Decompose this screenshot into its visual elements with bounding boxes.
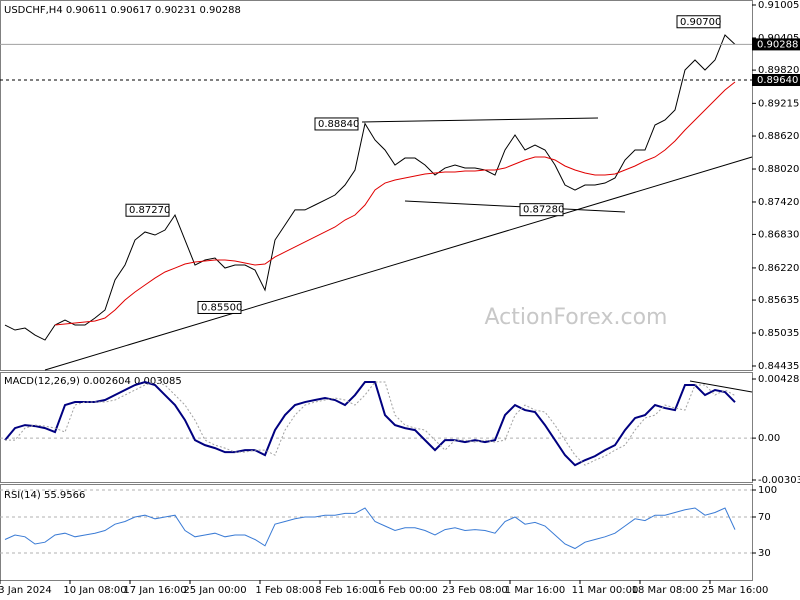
macd-title: MACD(12,26,9) 0.002604 0.003085 [4,376,182,387]
y-tick-label: 0.00428 [758,374,799,385]
y-tick-label: -0.003033 [758,475,800,486]
x-tick-label: 3 Jan 2024 [0,585,52,596]
y-tick-label: 70 [758,512,771,523]
trend-line [44,156,753,371]
y-tick-label: 0.85035 [758,328,799,339]
annotation-label: 0.90700 [680,17,721,28]
x-tick-label: 1 Mar 16:00 [505,585,565,596]
annotation-box [125,203,170,217]
trend-line [361,117,599,123]
annotation-label: 0.87270 [129,205,170,216]
annotation-box [197,300,242,314]
y-tick-label: 0.86830 [758,229,799,240]
x-tick-label: 17 Jan 16:00 [123,585,186,596]
y-tick-label: 0.00 [758,433,780,444]
y-tick-label: 100 [758,485,777,496]
price-title: USDCHF,H4 0.90611 0.90617 0.90231 0.9028… [4,5,241,16]
price-panel [0,0,753,371]
annotation-box [519,203,564,217]
y-tick-label: 0.86220 [758,263,799,274]
series-line [5,381,736,466]
annotation-box [676,15,721,29]
trend-line [404,200,626,213]
x-tick-label: 8 Feb 16:00 [315,585,374,596]
x-tick-label: 10 Jan 08:00 [63,585,126,596]
y-tick-label: 0.88620 [758,131,799,142]
series-line [4,34,736,341]
series-line [54,81,736,326]
x-tick-label: 23 Feb 08:00 [442,585,508,596]
price-box [752,74,800,87]
watermark: ActionForex.com [485,305,668,330]
macd-panel [0,372,753,483]
price-level-label: 0.90288 [757,39,798,50]
x-tick-label: 16 Feb 00:00 [372,585,438,596]
x-tick-label: 25 Mar 16:00 [702,585,769,596]
series-line [4,380,736,467]
y-tick-label: 0.85635 [758,295,799,306]
y-tick-label: 0.88020 [758,164,799,175]
y-tick-label: 0.91005 [758,0,799,11]
annotation-label: 0.87280 [523,205,564,216]
y-tick-label: 30 [758,548,771,559]
annotation-label: 0.85500 [201,302,242,313]
y-tick-label: 0.89820 [758,65,799,76]
rsi-panel [0,484,753,581]
price-level-label: 0.89640 [757,75,798,86]
x-tick-label: 25 Jan 00:00 [183,585,246,596]
annotation-box [314,117,359,131]
price-box [752,38,800,51]
x-tick-label: 11 Mar 00:00 [572,585,639,596]
y-tick-label: 0.89215 [758,98,799,109]
series-line [4,507,736,550]
annotation-label: 0.88840 [318,119,359,130]
rsi-title: RSI(14) 55.9566 [4,490,85,501]
x-tick-label: 18 Mar 08:00 [632,585,699,596]
y-tick-label: 0.84435 [758,361,799,372]
trend-line [689,380,753,393]
x-tick-label: 1 Feb 08:00 [255,585,314,596]
y-tick-label: 0.87420 [758,197,799,208]
